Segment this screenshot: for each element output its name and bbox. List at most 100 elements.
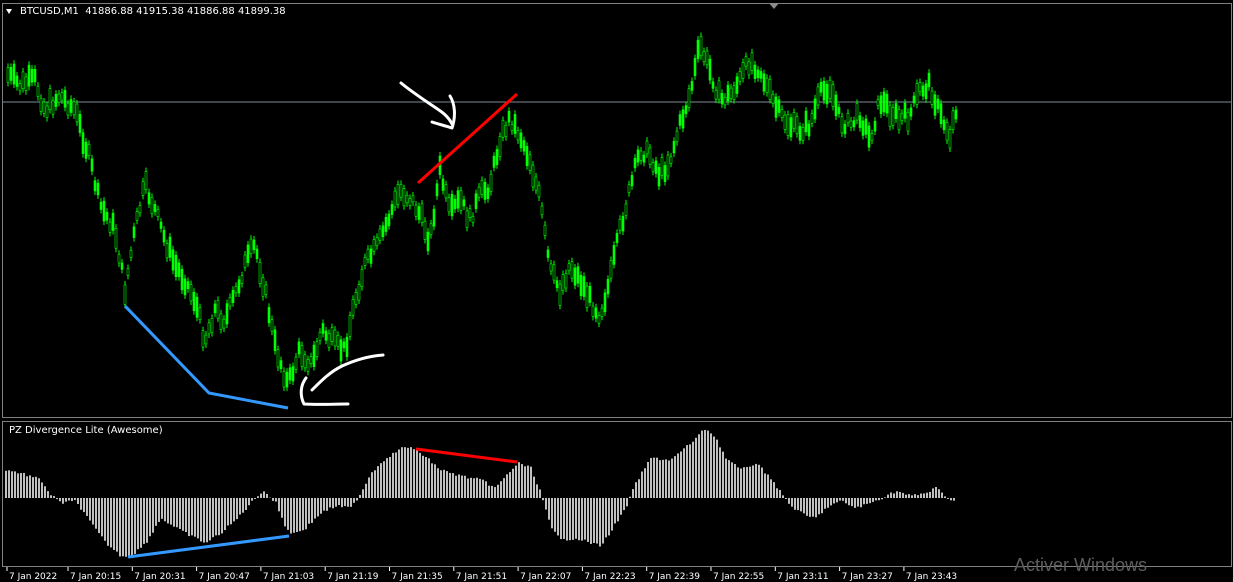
oscillator-bar — [707, 430, 709, 498]
candle-body — [753, 64, 757, 79]
oscillator-bar — [605, 498, 607, 538]
candle-body — [81, 132, 85, 154]
oscillator-bar — [35, 476, 37, 498]
candle-body — [339, 339, 343, 362]
time-label: 7 Jan 22:07 — [520, 572, 571, 582]
scroll-marker-icon[interactable] — [769, 3, 779, 9]
oscillator-bar — [77, 498, 79, 505]
oscillator-bar — [194, 498, 196, 537]
candle-body — [804, 110, 808, 133]
candle-body — [513, 113, 517, 134]
candle-body — [372, 239, 376, 252]
candle-body — [573, 267, 577, 286]
candle-body — [678, 114, 682, 126]
candle-body — [495, 149, 499, 166]
candle-body — [675, 130, 679, 143]
oscillator-bar — [725, 458, 727, 498]
oscillator-bar — [560, 498, 562, 540]
oscillator-bar — [332, 498, 334, 509]
oscillator-bar — [728, 460, 730, 498]
time-axis: 7 Jan 2022 7 Jan 20:15 7 Jan 20:31 7 Jan 20… — [6, 567, 957, 582]
candle-body — [681, 109, 685, 129]
oscillator-bar — [770, 479, 772, 498]
oscillator-bar — [347, 498, 349, 507]
candle-body — [255, 248, 259, 260]
candle-body — [165, 243, 169, 259]
oscillator-bar — [668, 460, 670, 498]
candle-body — [588, 285, 592, 303]
bearish-divergence-price-line — [416, 92, 519, 185]
candle-body — [51, 100, 55, 115]
candle-body — [552, 264, 556, 281]
candle-body — [219, 313, 223, 330]
candle-body — [405, 194, 409, 204]
candle-body — [456, 190, 460, 209]
oscillator-bar — [842, 498, 844, 501]
oscillator-bar — [290, 498, 292, 534]
candle-body — [351, 299, 355, 316]
oscillator-bar — [455, 475, 457, 498]
dropdown-triangle-icon[interactable] — [6, 9, 12, 14]
candle-body — [465, 210, 469, 228]
time-label: 7 Jan 23:11 — [777, 572, 828, 582]
candle-body — [714, 89, 718, 100]
oscillator-bar — [341, 498, 343, 508]
oscillator-bar — [284, 498, 286, 527]
oscillator-bar — [581, 498, 583, 541]
oscillator-bar — [794, 498, 796, 510]
candle-body — [846, 112, 850, 124]
candle-body — [72, 101, 76, 116]
candle-body — [252, 239, 256, 250]
oscillator-bar — [275, 498, 277, 502]
oscillator-bar — [710, 433, 712, 498]
candle-body — [822, 80, 826, 101]
oscillator-bar — [419, 452, 421, 498]
candle-body — [738, 71, 742, 82]
oscillator-bar — [617, 498, 619, 522]
candle-body — [246, 244, 250, 263]
oscillator-bar — [941, 492, 943, 498]
oscillator-bar — [383, 461, 385, 498]
oscillator-bar — [281, 498, 283, 518]
candle-body — [780, 109, 784, 118]
oscillator-bar — [944, 496, 946, 498]
oscillator-bar — [215, 498, 217, 536]
candle-body — [546, 249, 550, 258]
oscillator-bar — [188, 498, 190, 537]
candle-body — [543, 224, 547, 236]
candle-body — [498, 136, 502, 158]
candle-body — [321, 323, 325, 334]
oscillator-bar — [653, 457, 655, 498]
candle-body — [168, 236, 172, 258]
oscillator-bar — [407, 447, 409, 498]
candle-body — [423, 220, 427, 240]
oscillator-bar — [467, 478, 469, 498]
oscillator-bar — [557, 498, 559, 536]
oscillator-bar — [206, 498, 208, 543]
oscillator-bar — [356, 498, 358, 501]
oscillator-bar — [176, 498, 178, 528]
oscillator-bar — [737, 467, 739, 498]
candle-body — [126, 268, 130, 276]
candle-body — [918, 82, 922, 93]
oscillator-bar — [872, 498, 874, 502]
oscillator-bar — [44, 486, 46, 498]
oscillator-bar — [824, 498, 826, 509]
oscillator-bar — [932, 488, 934, 498]
candle-body — [894, 103, 898, 120]
candle-body — [396, 184, 400, 205]
oscillator-bar — [380, 463, 382, 498]
candle-body — [156, 209, 160, 218]
candle-body — [864, 118, 868, 135]
candle-body — [90, 158, 94, 172]
oscillator-bar — [371, 472, 373, 498]
oscillator-bar — [512, 468, 514, 498]
oscillator-bar — [377, 466, 379, 498]
oscillator-bar — [758, 464, 760, 498]
oscillator-bar — [806, 498, 808, 516]
oscillator-bar — [818, 498, 820, 515]
candle-body — [603, 292, 607, 313]
candle-body — [354, 292, 358, 305]
oscillator-bar — [611, 498, 613, 531]
